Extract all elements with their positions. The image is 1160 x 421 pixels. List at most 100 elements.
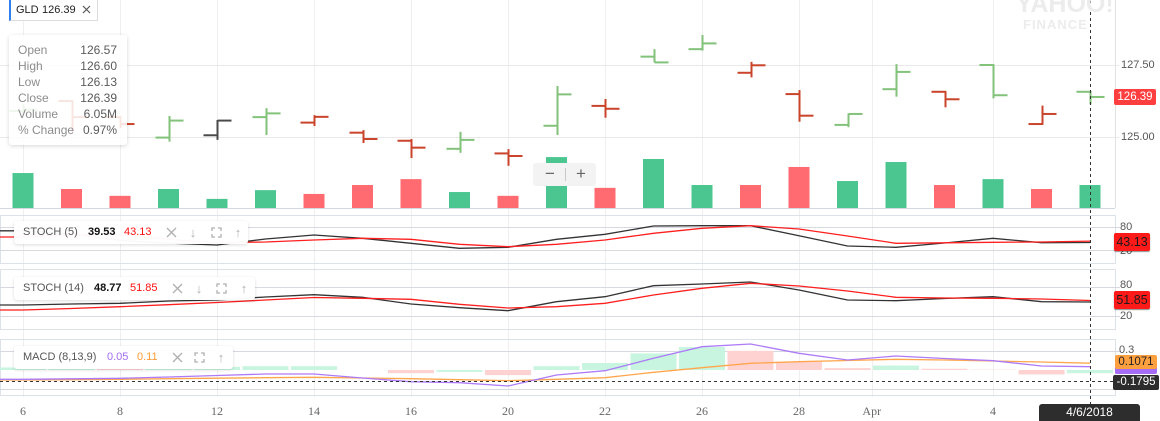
ohlc-bar: [155, 115, 184, 142]
tooltip-label: Volume: [18, 107, 59, 121]
tooltip-label: Open: [18, 43, 48, 57]
ohlc-bar: [203, 119, 232, 140]
macd-histogram-bar: [388, 370, 434, 374]
ticker-symbol: GLD: [16, 4, 39, 16]
arrow-down-icon[interactable]: ↓: [195, 281, 203, 296]
tooltip-value: 126.39: [80, 91, 117, 105]
crosshair-date-badge: 4/6/2018: [1039, 404, 1140, 421]
ohlc-bar: [834, 112, 863, 128]
ohlc-bars: [9, 35, 1105, 166]
stoch14-d-line: [0, 282, 1091, 311]
volume-bar: [1031, 189, 1052, 208]
stoch-k-value: 39.53: [88, 226, 116, 238]
tooltip-row-low: Low 126.13: [18, 74, 117, 90]
macd-histogram-bar: [921, 368, 968, 370]
fullscreen-icon[interactable]: [215, 282, 227, 295]
macd-histogram-bar: [630, 353, 677, 370]
macd-line: [0, 343, 1091, 387]
macd-histogram-bar: [776, 361, 822, 370]
volume-bar: [1079, 185, 1101, 208]
volume-bars: [12, 157, 1101, 208]
stoch5-legend: STOCH (5) 39.53 43.13 ↓ ↑: [14, 221, 248, 244]
volume-bar: [303, 193, 325, 208]
x-axis-label: 12: [211, 404, 223, 418]
ohlc-bar: [397, 139, 426, 159]
macd-histogram-bar: [242, 366, 289, 370]
stoch14-legend: STOCH (14) 48.77 51.85 ↓ ↑: [14, 277, 255, 300]
x-axis-label: 6: [20, 404, 26, 418]
finance-watermark: FINANCE: [1023, 17, 1088, 32]
ohlc-bar: [737, 61, 766, 78]
ohlc-bar: [1028, 105, 1057, 126]
volume-bar: [206, 198, 228, 208]
price-axis-tick: 125.00: [1121, 131, 1155, 143]
ohlc-bar: [882, 64, 911, 97]
volume-bar: [837, 181, 858, 208]
tooltip-row-high: High 126.60: [18, 58, 117, 74]
price-axis-tick: 127.50: [1121, 59, 1155, 71]
volume-bar: [982, 179, 1004, 208]
zoom-out-button[interactable]: −: [545, 164, 555, 183]
ticker-price: 126.39: [42, 4, 76, 16]
macd-legend: MACD (8,13,9) 0.05 0.11 ↑: [14, 346, 233, 369]
ohlc-bar: [543, 86, 572, 135]
x-axis-label: 4: [990, 404, 996, 418]
tooltip-value: 0.97%: [82, 123, 117, 137]
signal-last-badge: 0.1071: [1115, 355, 1157, 369]
ohlc-bar: [979, 64, 1008, 99]
macd-histogram-bar: [533, 366, 580, 370]
fullscreen-icon[interactable]: [210, 226, 222, 239]
x-axis-label: Apr: [862, 404, 882, 418]
macd-histogram-bar: [485, 370, 531, 376]
ohlc-bar: [349, 130, 378, 144]
macd-histogram-bar: [727, 350, 774, 370]
fullscreen-icon[interactable]: [193, 351, 205, 364]
stoch-d-value: 51.85: [130, 282, 158, 294]
ohlc-bar: [300, 115, 329, 127]
macd-histogram-bar: [97, 368, 143, 370]
stoch14-lines: [0, 281, 1091, 312]
close-icon[interactable]: [171, 351, 183, 364]
close-icon[interactable]: [165, 226, 177, 239]
tooltip-label: Low: [18, 75, 41, 89]
ohlc-tooltip: Open 126.57 High 126.60 Low 126.13 Close…: [9, 35, 127, 145]
ohlc-bar: [252, 108, 281, 135]
tooltip-label: % Change: [18, 123, 75, 137]
close-icon[interactable]: [82, 5, 91, 14]
volume-bar: [788, 166, 810, 208]
macd-plot: [0, 343, 1113, 387]
x-axis-label: 8: [117, 404, 123, 418]
macd-histogram-bar: [679, 347, 725, 370]
last-price-badge: 126.39: [1114, 89, 1156, 105]
stoch-k-value: 48.77: [94, 282, 122, 294]
arrow-down-icon[interactable]: ↓: [189, 225, 197, 240]
x-axis-label: 28: [793, 404, 805, 418]
volume-bar: [594, 187, 616, 208]
macd-value: 0.05: [107, 351, 129, 363]
stoch5-last-badge: 43.13: [1114, 233, 1150, 251]
tooltip-value: 126.60: [80, 59, 117, 73]
macd-histogram-bar: [873, 365, 919, 370]
indicator-name: MACD (8,13,9): [23, 351, 97, 363]
macd-histogram-bar: [436, 370, 483, 372]
zoom-controls: − +: [533, 163, 596, 186]
zoom-in-button[interactable]: +: [576, 164, 586, 183]
x-axis-label: 20: [502, 404, 514, 418]
tooltip-row-close: Close 126.39: [18, 90, 117, 106]
arrow-up-icon[interactable]: ↑: [234, 225, 242, 240]
volume-bar: [61, 189, 82, 208]
arrow-up-icon[interactable]: ↑: [240, 281, 248, 296]
x-axis-label: 22: [599, 404, 611, 418]
ohlc-bar: [591, 98, 620, 118]
volume-bar: [255, 190, 276, 208]
tooltip-row-open: Open 126.57: [18, 42, 117, 58]
stoch14-axis-tick: 80: [1120, 279, 1133, 291]
ticker-tab[interactable]: GLD 126.39: [9, 0, 98, 21]
signal-value: 0.11: [137, 351, 158, 363]
tooltip-row-change: % Change 0.97%: [18, 122, 117, 138]
x-axis-label: 16: [405, 404, 417, 418]
close-icon[interactable]: [171, 282, 183, 295]
volume-bar: [497, 195, 519, 208]
arrow-up-icon[interactable]: ↑: [217, 350, 225, 365]
